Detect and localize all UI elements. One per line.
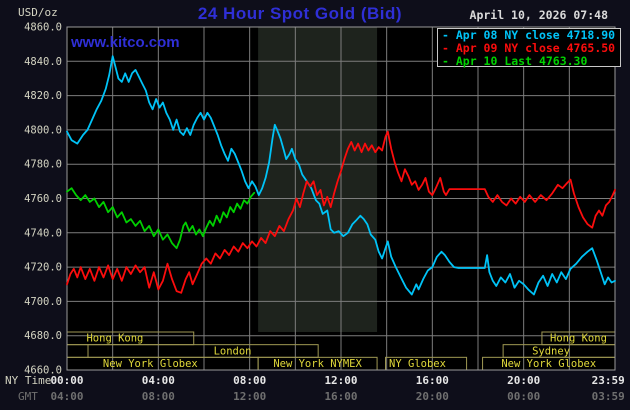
session-label: Hong Kong (550, 333, 607, 345)
session-label: New York NYMEX (273, 358, 362, 370)
legend-item-1: - Apr 09 NY close 4765.50 (442, 42, 620, 55)
legend-box: - Apr 08 NY close 4718.90- Apr 09 NY clo… (437, 28, 621, 68)
legend-dash-icon: - (442, 28, 456, 42)
y-tick-label: 4760.0 (24, 193, 62, 205)
x-tick-gmt: 04:00 (50, 390, 83, 403)
session-label: NY Globex (389, 358, 446, 370)
y-tick-label: 4660.0 (24, 365, 62, 377)
x-tick-gmt: 03:59 (592, 390, 625, 403)
y-tick-label: 4740.0 (24, 227, 62, 239)
x-tick-ny: 00:00 (50, 374, 83, 387)
session-label: London (214, 345, 252, 357)
chart-datetime: April 10, 2026 07:48 (469, 8, 608, 22)
legend-dash-icon: - (442, 41, 456, 55)
y-tick-label: 4820.0 (24, 90, 62, 102)
y-tick-label: 4780.0 (24, 159, 62, 171)
session-label: Sydney (532, 345, 570, 357)
session-label: Hong Kong (86, 333, 143, 345)
legend-label: Apr 08 NY close 4718.90 (455, 28, 616, 42)
x-axis-ny-label: NY Time (5, 374, 51, 387)
x-tick-ny: 23:59 (592, 374, 625, 387)
page-title: 24 Hour Spot Gold (Bid) (197, 4, 403, 23)
nymex-session-band (258, 27, 378, 332)
y-tick-label: 4860.0 (24, 22, 62, 34)
x-axis-gmt-label: GMT (18, 390, 38, 403)
series-line-1 (66, 130, 616, 294)
y-tick-label: 4800.0 (24, 124, 62, 136)
x-tick-ny: 20:00 (507, 374, 540, 387)
x-tick-gmt: 12:00 (233, 390, 266, 403)
legend-item-2: - Apr 10 Last 4763.30 (442, 55, 620, 68)
y-tick-label: 4840.0 (24, 56, 62, 68)
x-tick-gmt: 08:00 (142, 390, 175, 403)
x-tick-ny: 04:00 (142, 374, 175, 387)
x-tick-gmt: 20:00 (416, 390, 449, 403)
y-tick-label: 4720.0 (24, 262, 62, 274)
series-line-2 (66, 187, 256, 250)
x-tick-gmt: 00:00 (507, 390, 540, 403)
x-tick-gmt: 16:00 (324, 390, 357, 403)
legend-label: Apr 10 Last 4763.30 (455, 54, 588, 68)
y-tick-label: 4680.0 (24, 330, 62, 342)
y-tick-label: 4700.0 (24, 296, 62, 308)
x-tick-ny: 16:00 (416, 374, 449, 387)
session-label: New York Globex (103, 358, 198, 370)
session-label: New York Globex (501, 358, 596, 370)
legend-dash-icon: - (442, 54, 456, 68)
kitco-watermark-link[interactable]: www.kitco.com (71, 34, 180, 51)
legend-label: Apr 09 NY close 4765.50 (455, 41, 616, 55)
y-axis-units-label: USD/oz (18, 6, 58, 19)
x-tick-ny: 08:00 (233, 374, 266, 387)
plot-border (66, 26, 616, 371)
x-tick-ny: 12:00 (324, 374, 357, 387)
legend-item-0: - Apr 08 NY close 4718.90 (442, 29, 620, 42)
